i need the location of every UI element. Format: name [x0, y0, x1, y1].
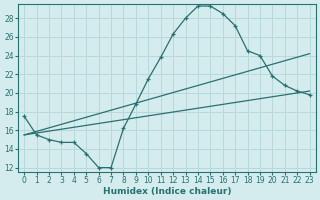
X-axis label: Humidex (Indice chaleur): Humidex (Indice chaleur)	[103, 187, 231, 196]
